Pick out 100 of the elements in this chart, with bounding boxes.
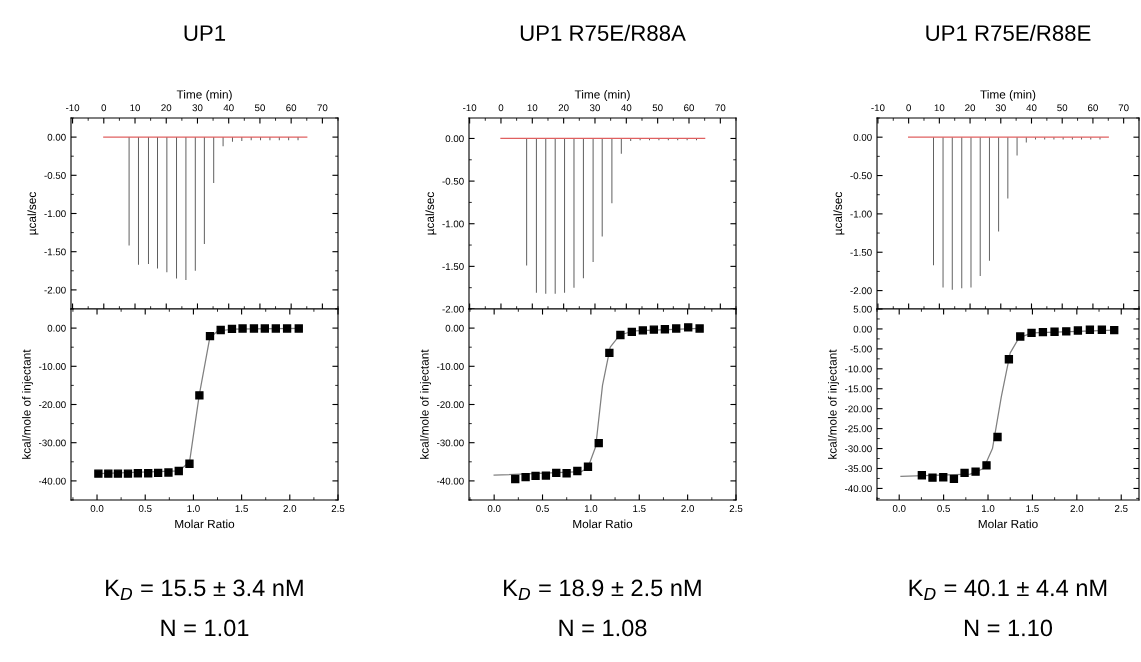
x-tick-label: 1.0 bbox=[584, 505, 598, 512]
x-tick-label: 70 bbox=[317, 104, 328, 112]
point bbox=[282, 324, 292, 333]
point bbox=[1050, 327, 1059, 336]
x-tick-label: 50 bbox=[254, 104, 265, 112]
y-axis-title: kcal/mole of injectant bbox=[828, 349, 840, 459]
y-tick-label: -1.50 bbox=[44, 248, 66, 256]
y-tick-label: -2.00 bbox=[442, 305, 464, 313]
point bbox=[185, 459, 194, 468]
point bbox=[227, 324, 237, 334]
x-tick-label: 30 bbox=[995, 104, 1006, 112]
y-tick-label: -35.00 bbox=[845, 465, 872, 473]
x-tick-label: -10 bbox=[463, 104, 477, 112]
point bbox=[1085, 325, 1095, 334]
point bbox=[1004, 355, 1014, 364]
y-tick-label: -30.00 bbox=[437, 439, 464, 447]
x-tick-label: 0.5 bbox=[536, 505, 549, 512]
text: N = 1.01 bbox=[161, 619, 249, 637]
point bbox=[672, 324, 681, 333]
point bbox=[971, 467, 980, 476]
y-tick-label: -40.00 bbox=[845, 485, 872, 493]
point bbox=[583, 462, 593, 471]
x-tick-label: 40 bbox=[621, 104, 632, 112]
x-tick-label: 0 bbox=[906, 104, 911, 112]
point bbox=[1016, 332, 1025, 341]
point bbox=[294, 324, 303, 333]
y-tick-label: -1.50 bbox=[442, 263, 464, 270]
x-tick-label: 0.0 bbox=[487, 505, 501, 512]
x-tick-label: 40 bbox=[1026, 104, 1037, 112]
point bbox=[260, 324, 270, 333]
y-tick-label: -30.00 bbox=[845, 445, 872, 453]
text: K$_{D}$ = 18.9 ± 2.5 nM bbox=[504, 579, 701, 600]
y-tick-label: 0.00 bbox=[47, 133, 66, 141]
y-axis-title: kcal/mole of injectant bbox=[420, 349, 432, 459]
point bbox=[649, 325, 659, 334]
x-tick-label: 0.5 bbox=[937, 505, 950, 512]
x-tick-label: 30 bbox=[589, 104, 601, 112]
x-tick-label: 50 bbox=[652, 104, 663, 112]
y-tick-label: -20.00 bbox=[437, 401, 464, 409]
point bbox=[1038, 327, 1048, 337]
point bbox=[573, 466, 582, 476]
point bbox=[562, 469, 571, 478]
point bbox=[238, 324, 247, 333]
point bbox=[123, 469, 133, 478]
point bbox=[104, 469, 113, 478]
y-tick-label: 5.00 bbox=[853, 305, 872, 313]
point bbox=[541, 471, 551, 480]
x-tick-label: 10 bbox=[934, 104, 945, 112]
y-tick-label: -10.00 bbox=[437, 363, 464, 370]
x-tick-label: 1.5 bbox=[235, 505, 248, 512]
y-tick-label: -10.00 bbox=[39, 363, 66, 370]
point bbox=[164, 468, 173, 477]
point bbox=[917, 471, 927, 480]
y-tick-label: 0.00 bbox=[853, 325, 872, 333]
x-tick-label: 60 bbox=[1088, 104, 1098, 112]
y-tick-label: -2.00 bbox=[850, 287, 872, 295]
y-tick-label: -25.00 bbox=[845, 425, 872, 433]
y-tick-label: 0.00 bbox=[853, 133, 872, 141]
y-tick-label: -40.00 bbox=[437, 477, 464, 485]
point bbox=[982, 461, 991, 470]
point bbox=[928, 473, 937, 482]
point bbox=[521, 472, 530, 482]
y-tick-label: -20.00 bbox=[845, 405, 872, 413]
x-axis-title: Molar Ratio bbox=[175, 519, 235, 529]
point bbox=[1110, 325, 1119, 335]
x-tick-label: 0.0 bbox=[90, 505, 104, 512]
x-tick-label: 10 bbox=[130, 104, 141, 112]
x-tick-label: 1.5 bbox=[633, 505, 646, 512]
text: N = 1.08 bbox=[559, 619, 647, 637]
point bbox=[695, 324, 704, 333]
x-tick-label: 60 bbox=[684, 104, 695, 112]
x-tick-label: 0.0 bbox=[892, 505, 906, 512]
point bbox=[993, 432, 1002, 442]
x-tick-label: 2.5 bbox=[1114, 505, 1128, 512]
x-axis-title: Molar Ratio bbox=[573, 519, 633, 529]
point bbox=[594, 438, 603, 448]
y-tick-label: -1.50 bbox=[850, 248, 872, 256]
text: K$_{D}$ = 15.5 ± 3.4 nM bbox=[106, 579, 303, 600]
x-tick-label: -10 bbox=[871, 104, 885, 112]
x-axis-title: Molar Ratio bbox=[978, 519, 1038, 529]
x-tick-label: 70 bbox=[715, 104, 726, 112]
point bbox=[195, 391, 204, 400]
y-tick-label: -20.00 bbox=[39, 401, 66, 409]
y-tick-label: -10.00 bbox=[845, 365, 872, 373]
x-tick-label: 2.5 bbox=[331, 505, 345, 512]
y-axis-title: kcal/mole of injectant bbox=[22, 349, 34, 459]
x-tick-label: 0 bbox=[101, 104, 107, 112]
point bbox=[638, 326, 648, 335]
point bbox=[627, 327, 636, 337]
x-axis-title: Time (min) bbox=[574, 89, 630, 101]
text: N = 1.10 bbox=[964, 619, 1053, 637]
x-tick-label: 20 bbox=[558, 104, 569, 112]
x-tick-label: 1.0 bbox=[982, 505, 995, 512]
x-tick-label: 1.5 bbox=[1026, 505, 1039, 512]
y-tick-label: -2.00 bbox=[44, 286, 66, 294]
point bbox=[249, 324, 259, 333]
y-tick-label: -15.00 bbox=[845, 385, 872, 393]
x-tick-label: 2.5 bbox=[729, 505, 743, 512]
point bbox=[1027, 328, 1036, 338]
point bbox=[960, 468, 969, 478]
